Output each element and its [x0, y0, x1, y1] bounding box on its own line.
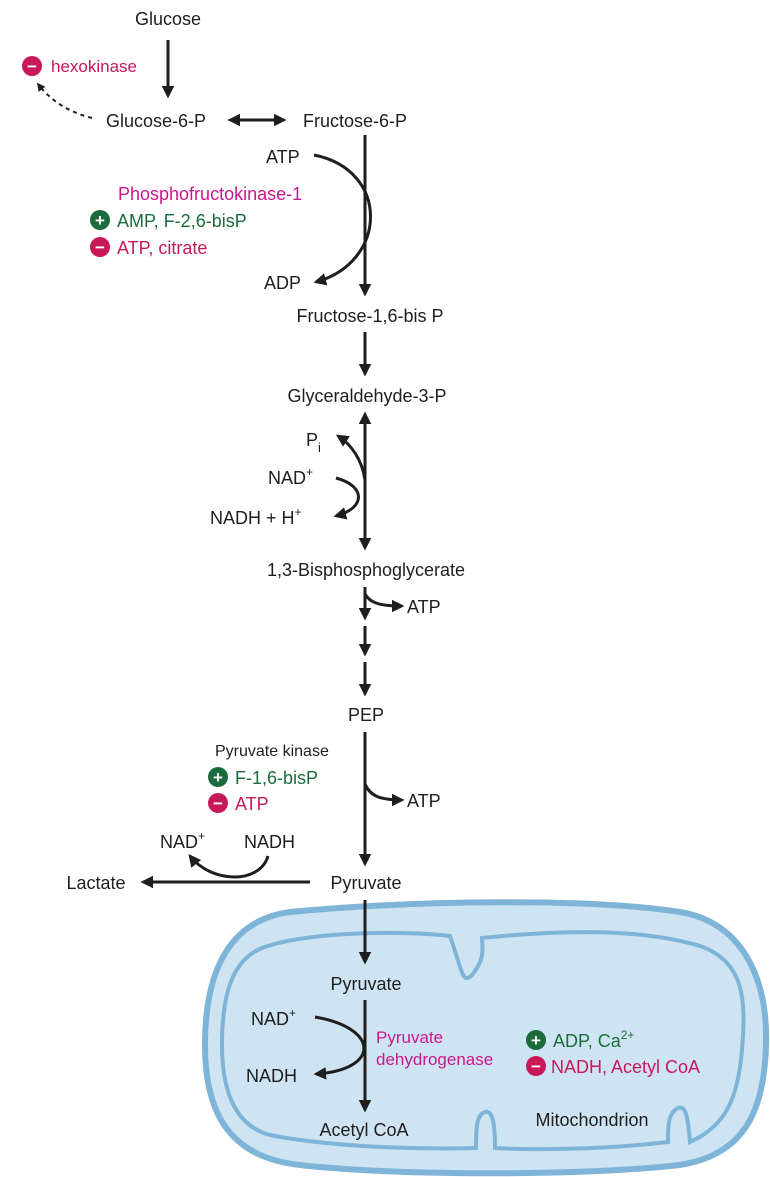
pk-activators: F-1,6-bisP: [235, 768, 318, 788]
metabolite-pyruvate-mito: Pyruvate: [330, 974, 401, 994]
cofactor-nadh-pdh: NADH: [246, 1066, 297, 1086]
arrow-pi-in: [335, 434, 367, 481]
mitochondrion-inner-membrane: [219, 930, 746, 1152]
metabolite-1-3-bisphosphoglycerate: 1,3-Bisphosphoglycerate: [267, 560, 465, 580]
pfk1-activators: AMP, F-2,6-bisP: [117, 211, 247, 231]
cofactor-nadh-g3p: NADH + H+: [210, 505, 302, 528]
enzyme-pdh-line2: dehydrogenase: [376, 1050, 493, 1069]
pdh-regulation: Pyruvate dehydrogenase + ADP, Ca2+ − NAD…: [376, 1028, 700, 1077]
metabolite-glyceraldehyde-3-p: Glyceraldehyde-3-P: [287, 386, 446, 406]
cofactor-adp-pfk: ADP: [264, 273, 301, 293]
enzyme-hexokinase: hexokinase: [51, 57, 137, 76]
arrow-nad-to-nadh-pdh: [313, 1015, 366, 1080]
activator-sign: +: [213, 768, 223, 787]
arrow-atp-bpg-out: [363, 593, 405, 613]
metabolite-labels: Glucose Glucose-6-P Fructose-6-P Fructos…: [66, 9, 465, 1140]
enzyme-pyruvate-kinase: Pyruvate kinase: [215, 743, 329, 760]
pathway-arrows: [36, 40, 405, 1113]
mitochondrion: [201, 899, 770, 1177]
pdh-inhibitors: NADH, Acetyl CoA: [551, 1057, 700, 1077]
activator-sign: +: [531, 1031, 541, 1050]
cofactor-nadh-lactate: NADH: [244, 832, 295, 852]
inhibitor-icon: [22, 56, 42, 76]
cofactor-nad-lactate: NAD+: [160, 829, 205, 852]
arrow-atp-pk-out: [363, 783, 405, 807]
metabolite-lactate: Lactate: [66, 873, 125, 893]
cofactor-atp-pfk: ATP: [266, 147, 300, 167]
inhibitor-sign: −: [27, 57, 37, 76]
enzyme-pdh-line1: Pyruvate: [376, 1028, 443, 1047]
inhibitor-icon: [90, 237, 110, 257]
cofactor-atp-bpg: ATP: [407, 597, 441, 617]
activator-icon: [208, 767, 228, 787]
inhibitor-sign: −: [95, 238, 105, 257]
arrow-atp-to-adp: [313, 153, 372, 286]
pyruvate-kinase-regulation: Pyruvate kinase + F-1,6-bisP − ATP: [208, 743, 329, 814]
pfk1-inhibitors: ATP, citrate: [117, 238, 207, 258]
inhibitor-sign: −: [531, 1057, 541, 1076]
enzyme-pfk1: Phosphofructokinase-1: [118, 184, 302, 204]
cofactor-labels: ATP ADP Pi NAD+ NADH + H+ ATP ATP NAD+ N…: [160, 147, 441, 1086]
pfk1-regulation: Phosphofructokinase-1 + AMP, F-2,6-bisP …: [90, 184, 302, 258]
metabolite-pyruvate: Pyruvate: [330, 873, 401, 893]
pdh-activators: ADP, Ca2+: [553, 1028, 634, 1051]
arrow-nadh-to-nad-lactate: [188, 854, 270, 879]
inhibitor-icon: [208, 793, 228, 813]
hexokinase-regulation: − hexokinase: [22, 56, 137, 76]
cofactor-nad-g3p: NAD+: [268, 465, 313, 488]
compartment-label: Mitochondrion: [535, 1110, 648, 1130]
activator-icon: [526, 1030, 546, 1050]
metabolite-pep: PEP: [348, 705, 384, 725]
cofactor-pi: Pi: [306, 430, 321, 455]
metabolite-fructose-1-6-bisp: Fructose-1,6-bis P: [296, 306, 443, 326]
mitochondrion-outer-membrane: [201, 899, 770, 1177]
inhibitor-sign: −: [213, 794, 223, 813]
activator-icon: [90, 210, 110, 230]
cofactor-nad-pdh: NAD+: [251, 1006, 296, 1029]
arrow-feedback-hexokinase: [36, 82, 93, 119]
metabolite-fructose-6-p: Fructose-6-P: [303, 111, 407, 131]
pk-inhibitors: ATP: [235, 794, 269, 814]
metabolite-glucose: Glucose: [135, 9, 201, 29]
activator-sign: +: [95, 211, 105, 230]
inhibitor-icon: [526, 1056, 546, 1076]
cofactor-atp-pk: ATP: [407, 791, 441, 811]
metabolite-glucose-6-p: Glucose-6-P: [106, 111, 206, 131]
arrow-nad-to-nadh: [333, 476, 360, 520]
metabolite-acetyl-coa: Acetyl CoA: [319, 1120, 408, 1140]
